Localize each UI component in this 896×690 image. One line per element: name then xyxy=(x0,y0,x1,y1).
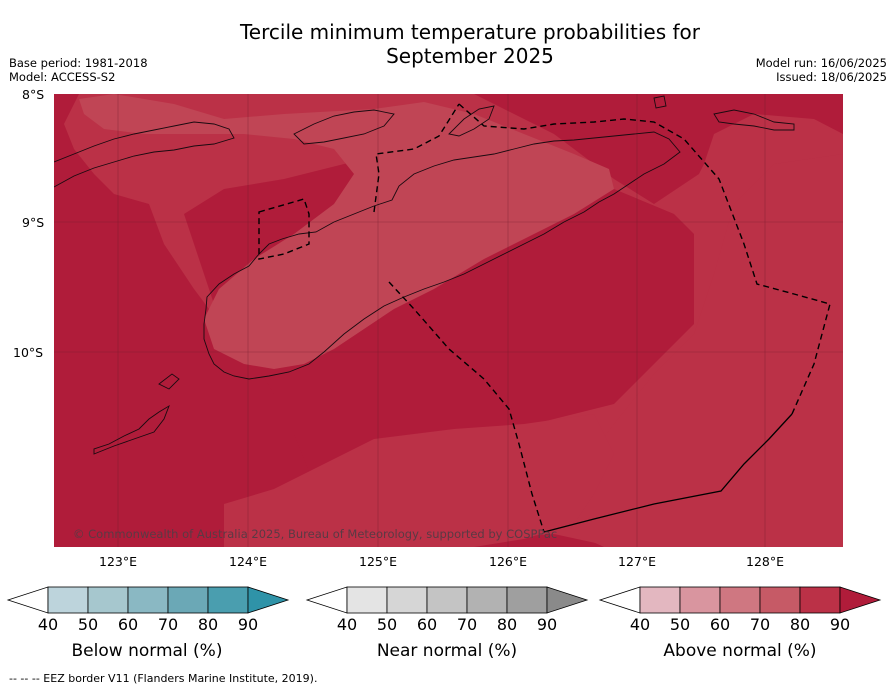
flores-coastline xyxy=(53,121,235,188)
colorbar-title-above: Above normal (%) xyxy=(663,641,817,661)
lon-label-127e: 127°E xyxy=(617,554,657,569)
probability-map xyxy=(53,94,843,547)
base-period: Base period: 1981-2018 xyxy=(9,56,148,70)
colorbar-below-segment xyxy=(87,586,129,614)
model-run: Model run: 16/06/2025 xyxy=(755,56,887,70)
lat-label-10s: 10°S xyxy=(13,345,44,360)
colorbars xyxy=(6,586,882,614)
map-title-line1: Tercile minimum temperature probabilitie… xyxy=(239,20,701,44)
lon-label-125e: 125°E xyxy=(358,554,398,569)
colorbar-near-tick: 80 xyxy=(496,615,518,634)
colorbar-near-segment xyxy=(466,586,508,614)
colorbar-above-segment xyxy=(759,586,801,614)
colorbar-below-low-extension xyxy=(6,586,49,614)
map-canvas xyxy=(53,94,843,547)
colorbar-below-tick: 40 xyxy=(37,615,59,634)
coastlines xyxy=(53,95,795,455)
colorbar-below-tick: 80 xyxy=(197,615,219,634)
colorbar-above-low-extension xyxy=(598,586,641,614)
rote-coastline xyxy=(93,404,170,455)
colorbar-near-segment xyxy=(346,586,388,614)
colorbar-below-tick: 60 xyxy=(117,615,139,634)
colorbar-near-segment xyxy=(506,586,548,614)
eez-border-north xyxy=(458,103,831,415)
colorbar-above-segment xyxy=(639,586,681,614)
colorbar-above-segment xyxy=(679,586,721,614)
timor-coastline xyxy=(203,131,681,380)
lat-label-8s: 8°S xyxy=(22,87,45,102)
colorbar-below-tick: 90 xyxy=(237,615,259,634)
lon-label-124e: 124°E xyxy=(228,554,268,569)
prob-zone-80-lower xyxy=(454,154,843,547)
colorbar-near-low-extension xyxy=(305,586,348,614)
colorbar-above-tick: 50 xyxy=(669,615,691,634)
colorbar-below-tick: 70 xyxy=(157,615,179,634)
colorbar-below-segment xyxy=(167,586,209,614)
colorbar-near-segment xyxy=(386,586,428,614)
colorbar-near-tick: 70 xyxy=(456,615,478,634)
lon-label-126e: 126°E xyxy=(488,554,528,569)
colorbar-above-high-extension xyxy=(839,586,882,614)
colorbar-below-segment xyxy=(47,586,89,614)
lon-label-123e: 123°E xyxy=(98,554,138,569)
colorbar-near-tick: 60 xyxy=(416,615,438,634)
meta-left: Base period: 1981-2018 Model: ACCESS-S2 xyxy=(9,56,148,84)
eez-border-south xyxy=(388,281,545,533)
colorbar-below-high-extension xyxy=(247,586,290,614)
colorbar-above-segment xyxy=(799,586,841,614)
colorbar-below-tick: 50 xyxy=(77,615,99,634)
colorbar-above-tick: 90 xyxy=(829,615,851,634)
meta-right: Model run: 16/06/2025 Issued: 18/06/2025 xyxy=(756,56,887,84)
eez-border-solid xyxy=(543,413,793,533)
colorbar-title-near: Near normal (%) xyxy=(376,641,518,661)
islet-coastline-2 xyxy=(713,109,795,131)
map-credit: © Commonwealth of Australia 2025, Bureau… xyxy=(73,527,558,541)
colorbar-above-tick: 60 xyxy=(709,615,731,634)
wetar-coastline xyxy=(448,105,495,137)
prob-zone-70-center xyxy=(79,94,614,369)
colorbar-near-high-extension xyxy=(546,586,589,614)
model-name: Model: ACCESS-S2 xyxy=(9,70,116,84)
colorbar-below-segment xyxy=(207,586,249,614)
colorbar-near-tick: 90 xyxy=(536,615,558,634)
lon-label-128e: 128°E xyxy=(745,554,785,569)
colorbar-above-tick: 40 xyxy=(629,615,651,634)
prob-zone-70-sw xyxy=(224,414,614,547)
colorbar-above-tick: 70 xyxy=(749,615,771,634)
map-title-line2: September 2025 xyxy=(386,44,554,68)
colorbar-title-below: Below normal (%) xyxy=(71,641,223,661)
colorbar-above-tick: 80 xyxy=(789,615,811,634)
semau-coastline xyxy=(158,373,180,390)
map-title: Tercile minimum temperature probabilitie… xyxy=(0,20,896,68)
eez-borders xyxy=(258,103,831,533)
eez-border-west xyxy=(258,198,310,260)
islet-coastline-1 xyxy=(653,95,667,109)
colorbar-near-segment xyxy=(426,586,468,614)
colorbar-near-tick: 50 xyxy=(376,615,398,634)
gridlines xyxy=(54,94,843,547)
colorbar-near-tick: 40 xyxy=(336,615,358,634)
eez-border-central xyxy=(373,103,460,213)
colorbar-below-segment xyxy=(127,586,169,614)
lat-label-9s: 9°S xyxy=(22,215,45,230)
issued-date: Issued: 18/06/2025 xyxy=(776,70,887,84)
colorbar-above-segment xyxy=(719,586,761,614)
eez-legend-note: -- -- -- EEZ border V11 (Flanders Marine… xyxy=(9,672,318,685)
alor-coastline xyxy=(293,109,395,145)
